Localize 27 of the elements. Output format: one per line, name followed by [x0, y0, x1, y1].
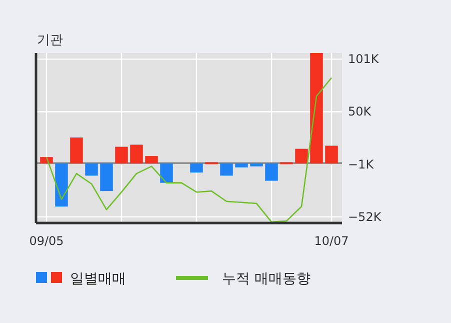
bar — [190, 163, 203, 173]
bar — [265, 163, 278, 181]
bar — [220, 163, 233, 176]
bar — [160, 163, 173, 183]
bar — [100, 163, 113, 192]
legend-label: 일별매매 — [70, 271, 126, 287]
bar — [130, 144, 143, 164]
bar — [115, 146, 128, 164]
bar — [85, 163, 98, 176]
legend-label: 누적 매매동향 — [222, 271, 310, 287]
bar — [310, 53, 323, 164]
y-tick-label: −1K — [348, 157, 375, 172]
x-tick-label: 10/07 — [314, 234, 349, 248]
y-tick-label: 50K — [348, 104, 372, 119]
bar — [235, 163, 248, 168]
legend-item: 일별매매 — [36, 271, 126, 287]
y-tick-label: −52K — [348, 210, 382, 224]
bar — [250, 163, 263, 166]
bar — [70, 137, 83, 164]
legend-item: 누적 매매동향 — [176, 271, 310, 287]
bar — [55, 163, 68, 207]
chart-title: 기관 — [37, 33, 63, 48]
bar — [325, 146, 338, 164]
y-tick-label: 101K — [348, 52, 380, 66]
bar — [295, 148, 308, 164]
x-tick-label: 09/05 — [29, 234, 64, 248]
bar — [145, 156, 158, 164]
